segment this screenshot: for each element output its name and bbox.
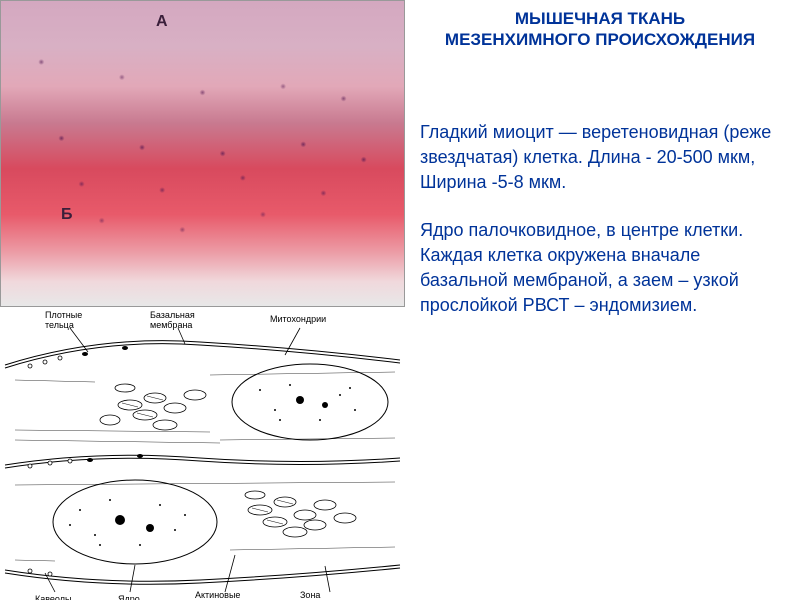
label-nucleus: Ядро: [118, 594, 140, 600]
paragraph-1: Гладкий миоцит — веретеновидная (реже зв…: [420, 120, 790, 196]
title-line2: МЕЗЕНХИМНОГО ПРОИСХОЖДЕНИЯ: [410, 29, 790, 50]
histology-label-b: Б: [61, 206, 73, 224]
label-gap-junction: Зонащелевых контактов: [300, 590, 382, 600]
cell-diagram: Плотныетельца Базальнаямембрана Митохонд…: [0, 310, 405, 600]
histology-micrograph: А Б: [0, 0, 405, 307]
label-caveolae: Кавеолы: [35, 594, 71, 600]
label-basal-membrane: Базальнаямембрана: [150, 310, 195, 330]
title-line1: МЫШЕЧНАЯ ТКАНЬ: [410, 8, 790, 29]
cell-diagram-svg: Плотныетельца Базальнаямембрана Митохонд…: [0, 310, 405, 600]
body-text: Гладкий миоцит — веретеновидная (реже зв…: [420, 120, 790, 340]
label-actin: Актиновыемиофиламенты: [195, 590, 261, 600]
label-dense-bodies: Плотныетельца: [45, 310, 82, 330]
histology-label-a: А: [156, 13, 168, 31]
label-mitochondria: Митохондрии: [270, 314, 326, 324]
page-title: МЫШЕЧНАЯ ТКАНЬ МЕЗЕНХИМНОГО ПРОИСХОЖДЕНИ…: [410, 8, 790, 51]
paragraph-2: Ядро палочковидное, в центре клетки. Каж…: [420, 218, 790, 319]
